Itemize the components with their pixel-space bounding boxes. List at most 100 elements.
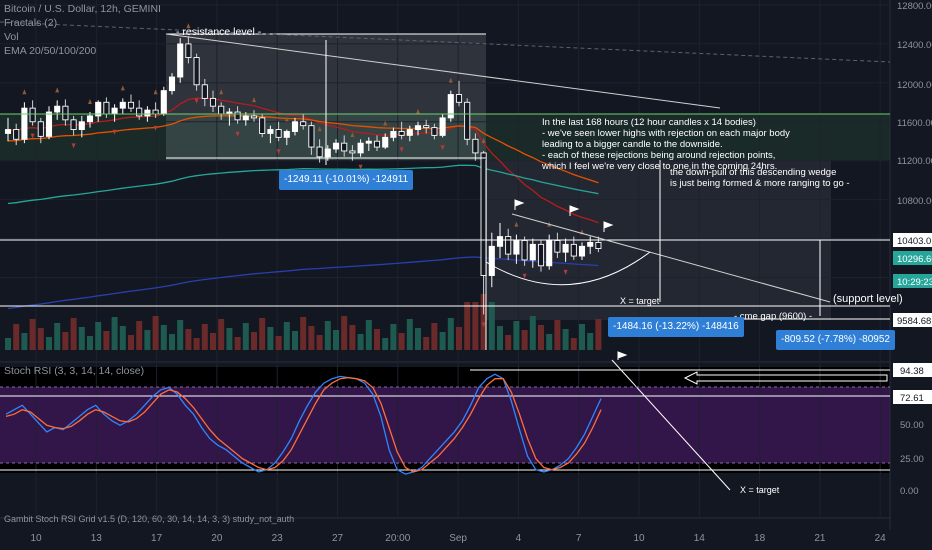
volume-bar <box>78 327 85 350</box>
fractal-down <box>235 131 240 137</box>
flag-icon <box>569 205 580 216</box>
time-tick: 27 <box>332 533 344 544</box>
candles <box>4 23 602 328</box>
candle-body <box>357 142 364 154</box>
candle-body <box>365 140 372 144</box>
chart-title: Bitcoin / U.S. Dollar, 12h, GEMINI <box>4 3 161 15</box>
fractal-down <box>153 125 158 131</box>
candle-body <box>136 107 143 117</box>
volume-bar <box>119 326 126 350</box>
wedge-line <box>511 213 831 303</box>
stoch-tick: 50.00 <box>900 420 924 431</box>
candle-body <box>529 243 536 261</box>
stoch-title[interactable]: Stoch RSI (3, 3, 14, 14, close) <box>4 365 145 377</box>
time-tick: 7 <box>576 533 582 544</box>
price-tick: 12000.00 <box>897 80 932 91</box>
candle-body <box>218 105 225 115</box>
volume-bar <box>242 323 249 350</box>
candle-body <box>62 105 69 121</box>
candle-body <box>562 243 569 253</box>
candle-body <box>406 129 413 136</box>
flag-icon <box>514 199 525 210</box>
candle-body <box>480 152 487 276</box>
volume-bar <box>251 332 257 350</box>
measure-box-3[interactable]: -809.52 (-7.78%) -80952 <box>776 330 895 350</box>
price-tag <box>893 313 932 327</box>
volume-bar <box>406 319 413 350</box>
candle-body <box>587 241 594 247</box>
wedge-arc <box>485 251 651 286</box>
volume-bar <box>37 328 44 350</box>
volume-bar <box>415 328 421 350</box>
candle-body <box>95 101 102 117</box>
volume-bar <box>234 337 241 350</box>
volume-bar <box>349 325 356 350</box>
stoch-band <box>0 387 890 463</box>
candle-body <box>398 131 405 136</box>
price-tag <box>893 233 932 247</box>
candle-body <box>283 131 290 138</box>
fractal-down <box>112 129 117 135</box>
ema-100-line <box>7 164 599 205</box>
candle-body <box>54 105 61 113</box>
volume-bar <box>546 334 553 350</box>
volume-bar <box>595 319 602 350</box>
indicator-vol[interactable]: Vol <box>4 31 19 43</box>
candle-body <box>291 121 299 132</box>
indicator-ema[interactable]: EMA 20/50/100/200 <box>4 45 97 57</box>
candle-body <box>86 115 94 123</box>
volume-bar <box>87 336 93 350</box>
volume-bar <box>316 335 323 350</box>
price-tag <box>893 251 932 265</box>
volume-bar <box>218 319 225 350</box>
fractal-up <box>416 108 420 114</box>
fractal-up <box>514 221 519 227</box>
volume-bar <box>136 321 143 350</box>
volume-bar <box>185 329 192 350</box>
candle-body <box>21 107 28 140</box>
time-tick: 17 <box>151 533 163 544</box>
price-tag-label: 9584.68 <box>897 316 931 327</box>
volume-bar <box>579 324 585 350</box>
measure-box-1[interactable]: -1249.11 (-10.01%) -124911 <box>279 170 414 190</box>
fractal-down <box>399 147 404 153</box>
volume-bar <box>374 329 380 350</box>
volume-bar <box>177 320 184 350</box>
fractal-up <box>120 85 125 91</box>
target-label-2: X = target <box>740 485 780 495</box>
time-tick: 24 <box>875 533 887 544</box>
volume-bar <box>103 331 110 350</box>
price-axis: 12800.00 12400.00 12000.00 11600.00 11200.00… <box>893 1 932 497</box>
fractal-down <box>194 98 199 104</box>
stoch-tag <box>893 363 932 377</box>
time-tick: 10 <box>30 533 42 544</box>
price-tick: 12800.00 <box>897 1 932 12</box>
measure-box-2[interactable]: -1484.16 (-13.22%) -148416 <box>608 317 744 337</box>
volume-bar <box>439 332 446 350</box>
fractal-down <box>30 133 35 139</box>
candle-body <box>242 115 249 121</box>
volume-bar <box>333 330 339 350</box>
volume-bar <box>554 320 561 350</box>
fractal-down <box>522 273 527 279</box>
price-tag-label: 10296.60 <box>897 254 932 265</box>
candle-body <box>570 243 577 257</box>
candle-body <box>103 101 110 115</box>
indicator-fractals[interactable]: Fractals (2) <box>4 17 58 29</box>
candle-body <box>537 243 545 267</box>
volume-bar <box>365 320 372 350</box>
candle-body <box>168 76 176 92</box>
fractal-up <box>481 137 486 143</box>
candle-body <box>193 57 200 86</box>
volume-bar <box>480 294 487 350</box>
fractal-up <box>88 99 92 105</box>
stoch-d-line <box>5 376 602 473</box>
volume-bar <box>13 324 20 350</box>
volume-bar <box>341 316 348 350</box>
candle-body <box>111 107 118 115</box>
time-tick: 20:00 <box>385 533 410 544</box>
candle-body <box>185 43 192 58</box>
candle-body <box>332 142 340 150</box>
candle-body <box>144 109 151 117</box>
